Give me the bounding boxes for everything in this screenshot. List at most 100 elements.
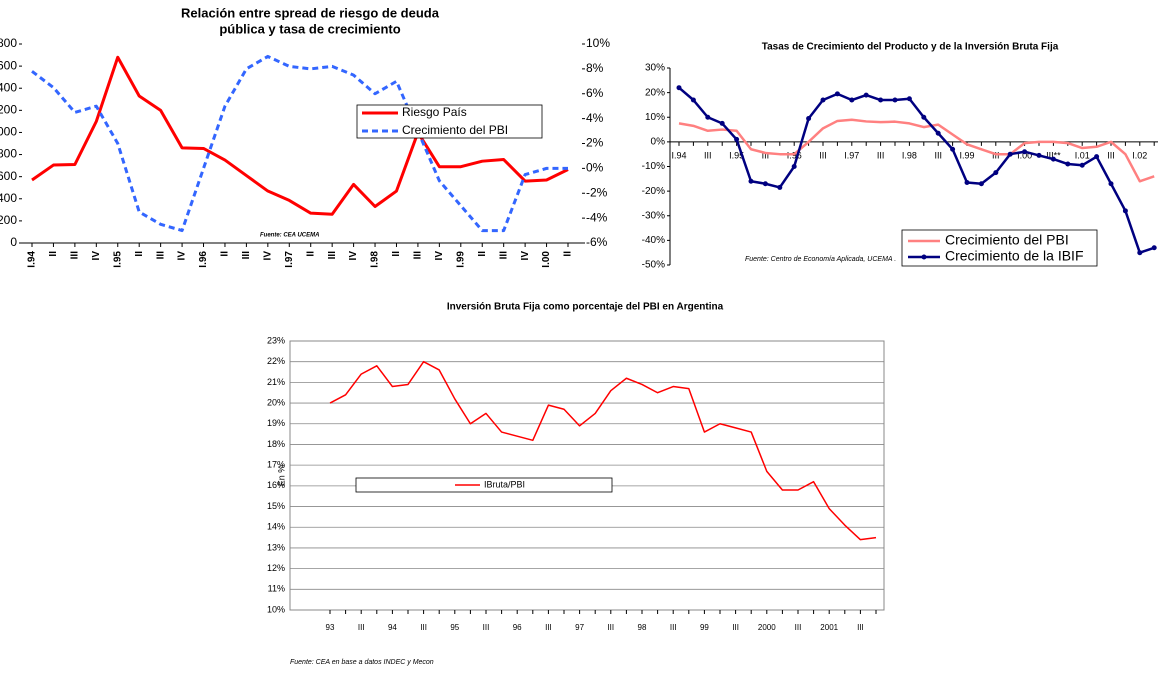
x-tick-label: II [220, 251, 231, 257]
legend-label: IBruta/PBI [484, 479, 525, 489]
y-tick-label: 1400 [0, 80, 17, 94]
x-tick-label: I.98 [902, 150, 917, 160]
y-tick-label: 1800 [0, 36, 17, 50]
legend-box [901, 229, 1098, 267]
x-tick-label: 95 [450, 623, 459, 632]
x-tick-label: I.94 [27, 251, 38, 268]
x-tick-label: III [704, 150, 712, 160]
chart-title: pública y tasa de crecimiento [219, 21, 400, 36]
series-marker [892, 97, 898, 103]
x-tick-label: I.94 [671, 150, 686, 160]
x-tick-label: II [134, 251, 145, 257]
x-tick-label: I.97 [844, 150, 859, 160]
series-marker [863, 92, 869, 98]
x-tick-label: II [305, 251, 316, 257]
series-marker [978, 181, 984, 187]
x-tick-label: I.02 [1132, 150, 1147, 160]
x-tick-label: III [1107, 150, 1115, 160]
series-marker [820, 97, 826, 103]
x-tick-label: III [762, 150, 770, 160]
x-tick-label: I.98 [370, 251, 381, 268]
series-marker [1151, 245, 1157, 251]
series-marker [762, 181, 768, 187]
x-tick-label: I.97 [284, 251, 295, 268]
series-marker [1122, 208, 1128, 214]
source-note: Fuente: Centro de Economía Aplicada, UCE… [745, 256, 896, 263]
x-tick-label: I.95 [112, 251, 123, 268]
series-marker [834, 91, 840, 97]
y-tick-label: 800 [0, 147, 17, 161]
y-tick-label: 15% [267, 501, 285, 511]
y-tick-label: 13% [267, 542, 285, 552]
source-note: Fuente: CEA en base a datos INDEC y Meco… [290, 659, 434, 666]
series-marker [878, 97, 884, 103]
x-tick-label: II [48, 251, 59, 257]
series-marker [734, 136, 740, 142]
y-tick-label: 1200 [0, 103, 17, 117]
x-tick-label: I.99 [959, 150, 974, 160]
y-tick-label: 11% [268, 584, 285, 594]
series-marker [690, 97, 696, 103]
y2-tick-label: 0% [586, 161, 604, 175]
x-tick-label: III [934, 150, 942, 160]
y-tick-label: 20% [645, 87, 665, 98]
series-line [31, 55, 569, 216]
y-tick-label: 0 [10, 235, 17, 249]
x-tick-label: III [241, 251, 252, 260]
x-tick-label: III [358, 623, 365, 632]
x-tick-label: III** [1046, 150, 1061, 160]
y-tick-label: 14% [267, 522, 285, 532]
series-marker [993, 170, 999, 176]
x-tick-label: 93 [326, 623, 335, 632]
x-tick-label: II [477, 251, 488, 257]
y-tick-label: 12% [267, 563, 285, 573]
series-marker [719, 120, 725, 126]
series-line [329, 360, 877, 541]
y-tick-label: 30% [645, 63, 665, 74]
series-marker [1094, 154, 1100, 160]
x-tick-label: 97 [575, 623, 584, 632]
series-line [678, 86, 1155, 254]
series-marker [906, 96, 912, 102]
y2-tick-label: -2% [586, 185, 608, 199]
x-tick-label: I.96 [198, 251, 209, 268]
x-tick-label: III [670, 623, 677, 632]
y-tick-label: 17% [267, 460, 285, 470]
legend-label: Crecimiento del PBI [945, 232, 1069, 248]
x-tick-label: III [420, 623, 427, 632]
x-tick-label: IV [434, 251, 445, 261]
x-tick-label: II [563, 251, 574, 257]
series-marker [1050, 156, 1056, 162]
x-tick-label: III [877, 150, 885, 160]
y-tick-label: 600 [0, 169, 17, 183]
series-marker [1108, 181, 1114, 187]
y-tick-label: 1600 [0, 58, 17, 72]
plot-frame [289, 340, 885, 611]
series-marker [1137, 250, 1143, 256]
x-tick-label: III [70, 251, 81, 260]
y-tick-label: 0% [651, 137, 666, 148]
legend-label: Crecimiento del PBI [402, 123, 508, 137]
x-tick-label: 96 [513, 623, 522, 632]
x-tick-label: I.01 [1075, 150, 1090, 160]
y-tick-label: -50% [642, 260, 665, 271]
y-tick-label: 10% [267, 604, 285, 614]
series-marker [748, 178, 754, 184]
series-marker [921, 114, 927, 120]
x-tick-label: III [545, 623, 552, 632]
legend-label: Crecimiento de la IBIF [945, 248, 1084, 264]
legend-marker [921, 254, 927, 260]
y-tick-label: 18% [267, 439, 285, 449]
y-tick-label: 20% [267, 397, 285, 407]
x-tick-label: 98 [638, 623, 647, 632]
y-tick-label: 23% [267, 335, 285, 345]
y2-tick-label: -4% [586, 210, 608, 224]
series-line [31, 54, 568, 233]
series-marker [1036, 152, 1042, 158]
y-tick-label: 19% [267, 418, 285, 428]
y-axis-title: En % [276, 465, 286, 487]
x-tick-label: IV [262, 251, 273, 261]
x-tick-label: 99 [700, 623, 709, 632]
legend-box [355, 477, 613, 493]
y-tick-label: 10% [645, 112, 665, 123]
